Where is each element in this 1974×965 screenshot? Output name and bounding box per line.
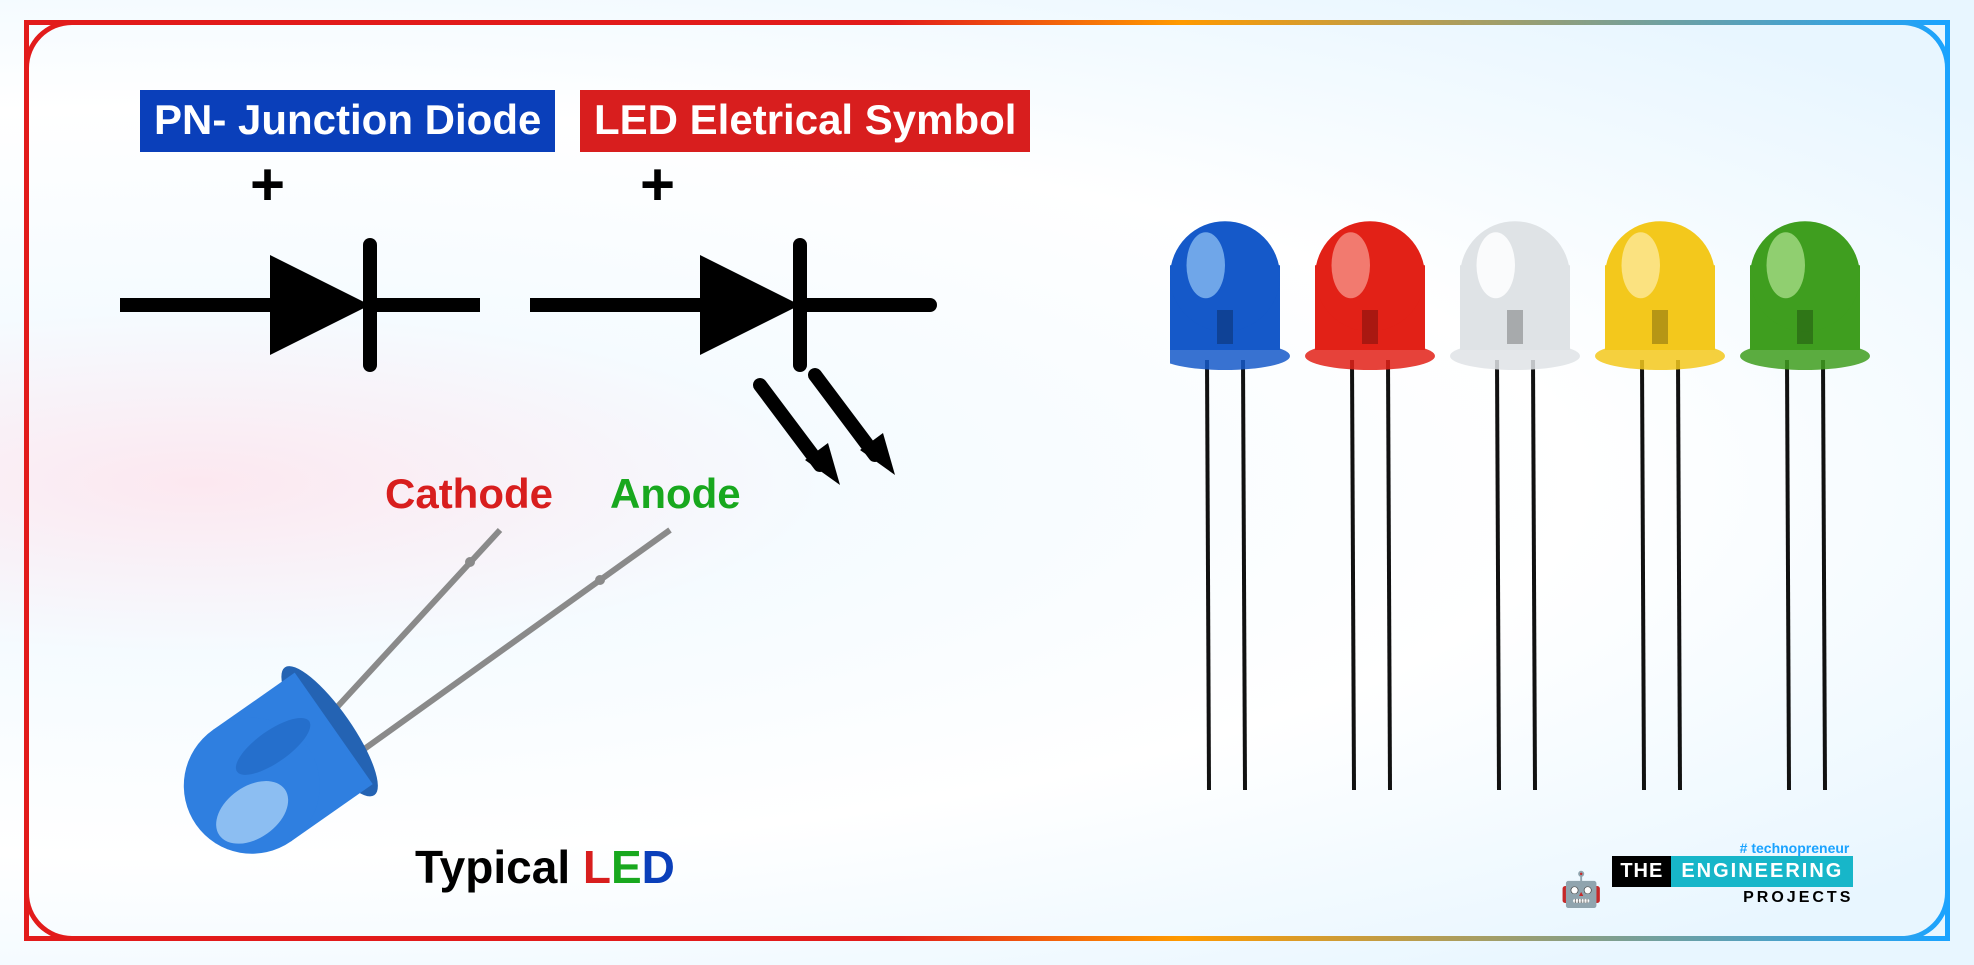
pn-junction-label: PN- Junction Diode <box>140 90 555 152</box>
led-symbol-label: LED Eletrical Symbol <box>580 90 1030 152</box>
caption-letter-e: E <box>611 841 642 893</box>
plus-right: + <box>640 150 675 219</box>
led-blue <box>1170 221 1290 790</box>
caption-typical: Typical <box>415 841 583 893</box>
caption-letter-l: L <box>583 841 611 893</box>
logo-the: THE <box>1612 856 1671 887</box>
led-green <box>1740 221 1870 790</box>
logo-eng: ENGINEERING <box>1671 856 1853 887</box>
plus-left: + <box>250 150 285 219</box>
led-yellow <box>1595 221 1725 790</box>
caption-letter-d: D <box>642 841 675 893</box>
led-row-graphic <box>1170 200 1950 820</box>
robot-icon: 🤖 <box>1560 873 1602 907</box>
logo-hash: # technopreneur <box>1740 840 1850 856</box>
led-red <box>1305 221 1435 790</box>
led-clear <box>1450 221 1580 790</box>
logo-proj: PROJECTS <box>1743 889 1853 907</box>
pn-diode-symbol <box>120 225 480 385</box>
emit-arrows-icon <box>760 375 895 485</box>
typical-led-caption: Typical LED <box>415 840 675 894</box>
brand-logo: 🤖 # technopreneur THE ENGINEERING PROJEC… <box>1560 840 1853 907</box>
